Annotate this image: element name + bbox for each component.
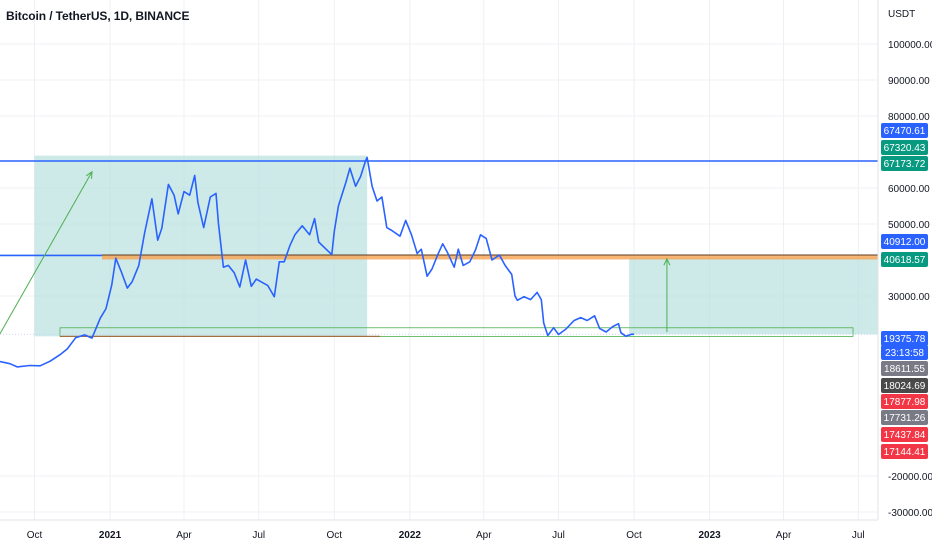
x-tick-label: Apr [476,530,492,541]
price-tag: 18024.69 [881,378,928,393]
x-tick-label: Apr [176,530,192,541]
price-tag-label: 18611.55 [884,364,925,375]
y-tick-label: -20000.00 [888,472,932,483]
mid-level-band [102,255,878,260]
y-axis: 100000.00 90000.00 80000.00 60000.00 50000.0… [888,40,932,519]
y-tick-label: 50000.00 [888,220,930,231]
price-tag: 19375.78 [881,331,928,346]
y-tick-label: 90000.00 [888,76,930,87]
y-tick-label: 60000.00 [888,184,930,195]
price-tag-label: 67173.72 [884,159,926,170]
price-tag-bg [881,378,928,393]
price-tag-label: 19375.78 [884,334,926,345]
price-tag-label: 67320.43 [884,143,926,154]
price-tags: 67470.61 67320.43 67173.72 40912.00 40618.57… [881,123,928,459]
price-tag-bg [881,123,928,138]
price-tag-label: 17877.98 [884,397,926,408]
trend-arrow [0,171,93,335]
trend-arrow-head [85,170,93,179]
price-tag: 18611.55 [881,361,928,376]
x-tick-label: Apr [776,530,792,541]
y-tick-label: 30000.00 [888,292,930,303]
price-tag-label: 17437.84 [884,430,926,441]
price-tag: 40912.00 [881,234,928,249]
price-tag-label: 23:13:58 [885,348,924,359]
price-tag-bg [881,345,928,360]
chart-title: Bitcoin / TetherUS, 1D, BINANCE [6,9,190,23]
y-tick-label: 100000.00 [888,40,932,51]
price-tag-label: 18024.69 [884,381,926,392]
price-tag: 67470.61 [881,123,928,138]
price-tag: 23:13:58 [881,345,928,360]
price-tag-bg [881,140,928,155]
price-tag-bg [881,156,928,171]
price-tag-bg [881,361,928,376]
price-tag-label: 17731.26 [884,413,926,424]
price-tag-bg [881,427,928,442]
price-line-layer [0,156,635,368]
price-tag-bg [881,252,928,267]
price-tag: 17731.26 [881,410,928,425]
price-series-line [0,156,635,368]
x-tick-label: 2023 [699,530,722,541]
price-tag: 67173.72 [881,156,928,171]
x-tick-label: Oct [326,530,342,541]
x-tick-label: 2022 [399,530,422,541]
currency-label: USDT [888,9,915,20]
x-tick-label: Jul [252,530,265,541]
y-tick-label: -30000.00 [888,508,932,519]
price-tag-bg [881,234,928,249]
x-tick-label: Oct [27,530,43,541]
x-tick-label: Jul [552,530,565,541]
price-tag-bg [881,410,928,425]
price-tag-label: 40912.00 [884,237,926,248]
y-tick-label: 80000.00 [888,112,930,123]
price-tag: 17144.41 [881,444,928,459]
price-tag: 67320.43 [881,140,928,155]
price-tag: 17877.98 [881,394,928,409]
price-tag: 17437.84 [881,427,928,442]
price-tag-bg [881,394,928,409]
x-tick-label: Jul [852,530,865,541]
x-axis: Oct 2021 Apr Jul Oct 2022 Apr Jul Oct 2023 Apr Jul [27,530,865,541]
x-tick-label: 2021 [99,530,122,541]
price-tag: 40618.57 [881,252,928,267]
price-tag-label: 67470.61 [884,126,926,137]
target-zone [34,155,368,337]
zones [34,155,878,337]
trend-arrow-head [663,257,671,266]
levels [0,160,878,338]
target-zone [629,257,878,335]
price-tag-bg [881,444,928,459]
arrows [0,170,671,335]
price-tag-bg [881,331,928,346]
support-box [59,327,854,337]
price-tag-label: 17144.41 [884,447,926,458]
x-tick-label: Oct [626,530,642,541]
price-tag-label: 40618.57 [884,255,926,266]
